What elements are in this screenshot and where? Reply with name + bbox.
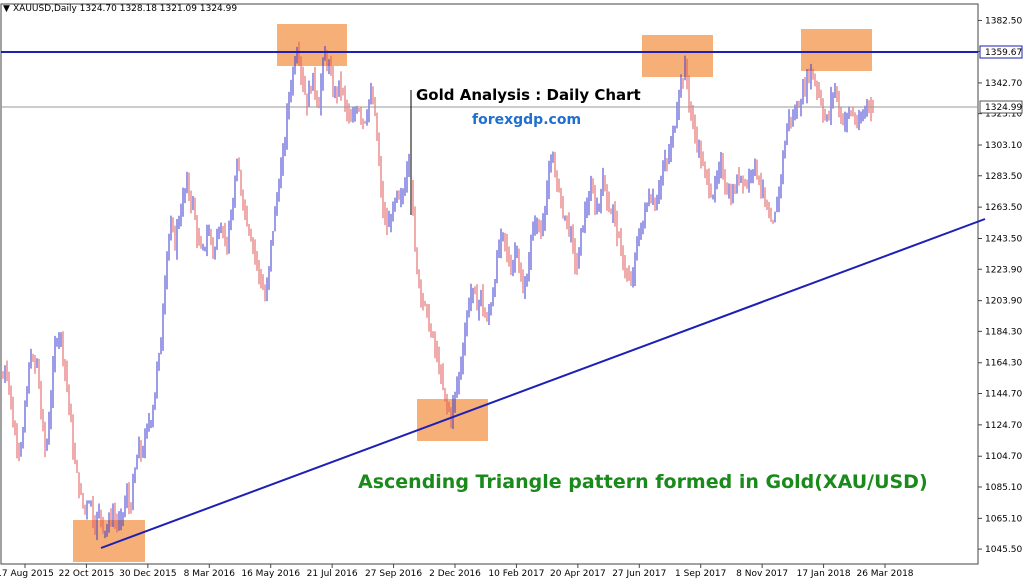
y-axis: 1382.501362.701342.701323.101303.101283.… [978, 16, 1022, 555]
resistance-price-box [979, 45, 1023, 59]
y-tick-label: 1045.50 [985, 545, 1022, 555]
x-tick-label: 17 Jan 2018 [797, 569, 851, 578]
y-tick-label: 1263.50 [985, 203, 1022, 213]
y-tick-label: 1223.90 [985, 265, 1022, 275]
candles [2, 41, 874, 541]
current-price-box [979, 100, 1023, 114]
highlight-box-top-2 [642, 35, 713, 77]
x-tick-label: 17 Aug 2015 [0, 569, 54, 578]
ascending-trend-line [100, 218, 986, 549]
y-tick-label: 1085.10 [985, 483, 1022, 493]
x-tick-label: 10 Feb 2017 [488, 569, 544, 578]
x-tick-label: 8 Nov 2017 [736, 569, 788, 578]
y-tick-label: 1065.10 [985, 514, 1022, 524]
y-tick-label: 1243.50 [985, 235, 1022, 245]
highlight-box-top-1 [277, 24, 347, 66]
x-tick-label: 2 Dec 2016 [429, 569, 481, 578]
y-tick-label: 1323.10 [985, 110, 1022, 120]
x-tick-label: 30 Dec 2015 [119, 569, 177, 578]
y-tick-label: 1382.50 [985, 16, 1022, 26]
x-tick-label: 21 Jul 2016 [307, 569, 358, 578]
y-tick-label: 1164.30 [985, 359, 1022, 369]
x-tick-label: 26 Mar 2018 [856, 569, 913, 578]
current-price-label: 1324.99 [985, 103, 1022, 113]
x-tick-label: 8 Mar 2016 [184, 569, 236, 578]
plot-area [0, 3, 979, 565]
x-tick-label: 1 Sep 2017 [675, 569, 726, 578]
chart-subtitle: forexgdp.com [472, 112, 581, 128]
x-tick-label: 22 Oct 2015 [59, 569, 115, 578]
highlight-box-top-3 [801, 29, 872, 71]
resistance-price-label: 1359.67 [985, 48, 1022, 58]
x-axis: 17 Aug 2015 22 Oct 2015 30 Dec 2015 8 Mar 2… [0, 564, 914, 578]
x-tick-label: 20 Apr 2017 [550, 569, 606, 578]
symbol-header: XAUUSD,Daily 1324.70 1328.18 1321.09 132… [13, 4, 237, 14]
y-tick-label: 1144.70 [985, 389, 1022, 399]
pattern-annotation: Ascending Triangle pattern formed in Gol… [358, 471, 928, 493]
y-tick-label: 1342.70 [985, 79, 1022, 89]
y-tick-label: 1104.70 [985, 452, 1022, 462]
y-tick-label: 1303.10 [985, 141, 1022, 151]
y-tick-label: 1124.70 [985, 421, 1022, 431]
x-tick-label: 27 Jun 2017 [612, 569, 666, 578]
y-tick-label: 1283.50 [985, 172, 1022, 182]
chart-title: Gold Analysis : Daily Chart [416, 86, 641, 104]
header-arrow-icon[interactable]: ▼ [3, 4, 10, 14]
x-tick-label: 27 Sep 2016 [365, 569, 422, 578]
x-tick-label: 16 May 2016 [241, 569, 300, 578]
y-tick-label: 1203.90 [985, 297, 1022, 307]
y-tick-label: 1184.30 [985, 327, 1022, 337]
